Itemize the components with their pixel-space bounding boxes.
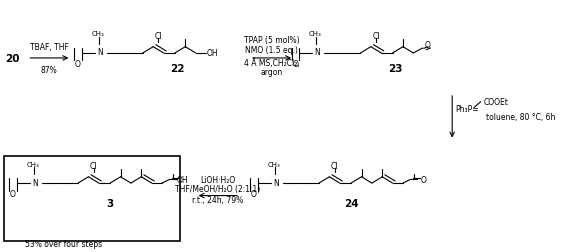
Text: Cl: Cl <box>155 32 162 41</box>
Text: toluene, 80 °C, 6h: toluene, 80 °C, 6h <box>486 113 555 122</box>
Text: O: O <box>420 175 427 184</box>
Text: O: O <box>251 189 257 198</box>
Text: CH₃: CH₃ <box>309 31 322 37</box>
Text: O: O <box>10 189 16 198</box>
Text: OH: OH <box>176 175 188 184</box>
Bar <box>4 156 180 241</box>
Text: N: N <box>315 48 320 57</box>
Text: TPAP (5 mol%): TPAP (5 mol%) <box>244 36 300 45</box>
Text: O: O <box>292 60 298 69</box>
Text: N: N <box>32 178 38 187</box>
Text: r.t., 24h, 79%: r.t., 24h, 79% <box>192 195 243 204</box>
Text: THF/MeOH/H₂O (2:1:1): THF/MeOH/H₂O (2:1:1) <box>175 184 261 193</box>
Text: 22: 22 <box>170 64 185 74</box>
Text: Cl: Cl <box>331 161 338 170</box>
Text: CH₃: CH₃ <box>26 161 39 167</box>
Text: OH: OH <box>206 49 218 58</box>
Text: 3: 3 <box>107 198 114 208</box>
Text: N: N <box>97 48 103 57</box>
Text: CH₃: CH₃ <box>92 31 104 37</box>
Text: N: N <box>273 178 279 187</box>
Text: 87%: 87% <box>40 66 57 74</box>
Text: 20: 20 <box>6 54 20 64</box>
Text: LiOH·H₂O: LiOH·H₂O <box>201 175 235 184</box>
Text: O: O <box>75 60 80 69</box>
Text: CH₃: CH₃ <box>268 161 280 167</box>
Text: O: O <box>425 41 430 50</box>
Text: Ph₃P=: Ph₃P= <box>455 105 478 114</box>
Text: Cl: Cl <box>90 161 97 170</box>
Text: TBAF, THF: TBAF, THF <box>30 43 69 52</box>
Text: 4 Å MS,CH₂Cl₂,: 4 Å MS,CH₂Cl₂, <box>244 57 300 67</box>
Text: argon: argon <box>261 68 283 77</box>
Text: 23: 23 <box>388 64 402 74</box>
Text: Cl: Cl <box>372 32 380 41</box>
Text: 24: 24 <box>344 198 359 208</box>
Text: COOEt: COOEt <box>483 98 508 107</box>
Text: NMO (1.5 eq.): NMO (1.5 eq.) <box>246 46 298 54</box>
Text: 53% over four steps: 53% over four steps <box>25 239 102 248</box>
